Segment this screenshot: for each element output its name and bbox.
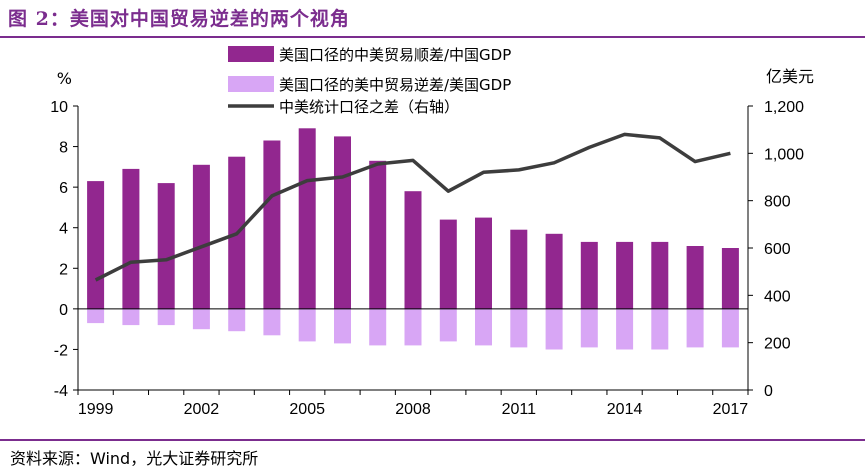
bar-deficit-2013 <box>580 308 598 348</box>
bar-deficit-2000 <box>122 308 140 326</box>
bar-deficit-2003 <box>228 308 246 332</box>
x-tick-label: 2014 <box>607 401 643 418</box>
left-tick-label: 8 <box>59 140 68 157</box>
right-axis-unit: 亿美元 <box>766 67 814 86</box>
legend-label-deficit-us-gdp: 美国口径的美中贸易逆差/美国GDP <box>279 76 511 94</box>
bar-surplus-2009 <box>439 219 457 309</box>
right-tick-label: 600 <box>764 241 791 258</box>
bar-surplus-1999 <box>87 181 105 309</box>
bar-deficit-2009 <box>439 308 457 342</box>
x-tick-label: 2005 <box>289 401 325 418</box>
legend-label-surplus-china-gdp: 美国口径的中美贸易顺差/中国GDP <box>279 46 511 64</box>
left-tick-label: 6 <box>59 180 68 197</box>
left-axis-unit: % <box>57 69 72 88</box>
bar-deficit-2007 <box>369 308 387 346</box>
bar-deficit-2006 <box>334 308 351 344</box>
right-tick-label: 1,000 <box>764 146 804 163</box>
bar-surplus-2013 <box>580 241 598 309</box>
bar-surplus-2008 <box>404 191 422 309</box>
x-tick-label: 1999 <box>78 401 114 418</box>
bar-surplus-2006 <box>334 136 351 309</box>
bar-surplus-2012 <box>545 233 563 309</box>
left-tick-label: 4 <box>59 221 68 238</box>
bar-surplus-2000 <box>122 168 140 309</box>
right-tick-label: 200 <box>764 336 791 353</box>
right-tick-label: 400 <box>764 288 791 305</box>
bar-surplus-2001 <box>157 183 175 309</box>
left-tick-label: -4 <box>54 383 68 400</box>
bar-surplus-2007 <box>369 160 387 309</box>
bar-deficit-2012 <box>545 308 563 350</box>
left-tick-label: -2 <box>54 342 68 359</box>
bar-deficit-2014 <box>616 308 634 350</box>
line-stat-diff <box>94 132 731 282</box>
bar-deficit-2011 <box>510 308 528 348</box>
bar-surplus-2010 <box>475 217 492 309</box>
source-note: 资料来源：Wind，光大证券研究所 <box>10 449 259 468</box>
x-tick-label: 2002 <box>184 401 220 418</box>
right-tick-label: 800 <box>764 194 791 211</box>
bar-deficit-2008 <box>404 308 422 346</box>
bar-surplus-2011 <box>510 229 528 309</box>
x-tick-label: 2017 <box>713 401 749 418</box>
x-tick-label: 2008 <box>395 401 431 418</box>
bar-surplus-2014 <box>616 241 634 309</box>
bar-deficit-2015 <box>651 308 669 350</box>
bar-deficit-2002 <box>192 308 210 330</box>
title-rule <box>0 36 865 38</box>
source-rule <box>0 439 865 441</box>
bar-deficit-2016 <box>686 308 704 348</box>
legend-swatch-deficit-us-gdp <box>228 76 274 92</box>
bar-surplus-2004 <box>263 140 281 309</box>
legend-swatch-surplus-china-gdp <box>228 46 274 62</box>
x-tick-label: 2011 <box>502 401 537 418</box>
bar-deficit-2005 <box>298 308 316 342</box>
bar-deficit-2004 <box>263 308 281 336</box>
legend: 美国口径的中美贸易顺差/中国GDP 美国口径的美中贸易逆差/美国GDP 中美统计… <box>228 46 511 116</box>
bar-surplus-2015 <box>651 241 669 309</box>
bar-deficit-2001 <box>157 308 175 326</box>
bar-surplus-2016 <box>686 246 704 309</box>
bar-deficit-1999 <box>87 308 105 324</box>
legend-label-stat-diff: 中美统计口径之差（右轴） <box>279 98 459 116</box>
right-tick-label: 1,200 <box>764 99 804 116</box>
bar-surplus-2005 <box>298 128 316 309</box>
left-tick-label: 2 <box>59 261 68 278</box>
left-tick-label: 10 <box>50 99 68 116</box>
figure-title: 图 2：美国对中国贸易逆差的两个视角 <box>8 8 350 30</box>
left-tick-label: 0 <box>59 302 68 319</box>
bar-surplus-2017 <box>721 248 739 309</box>
bar-surplus-2002 <box>192 164 210 309</box>
right-tick-label: 0 <box>764 383 773 400</box>
bar-deficit-2010 <box>475 308 492 346</box>
bar-deficit-2017 <box>721 308 739 348</box>
